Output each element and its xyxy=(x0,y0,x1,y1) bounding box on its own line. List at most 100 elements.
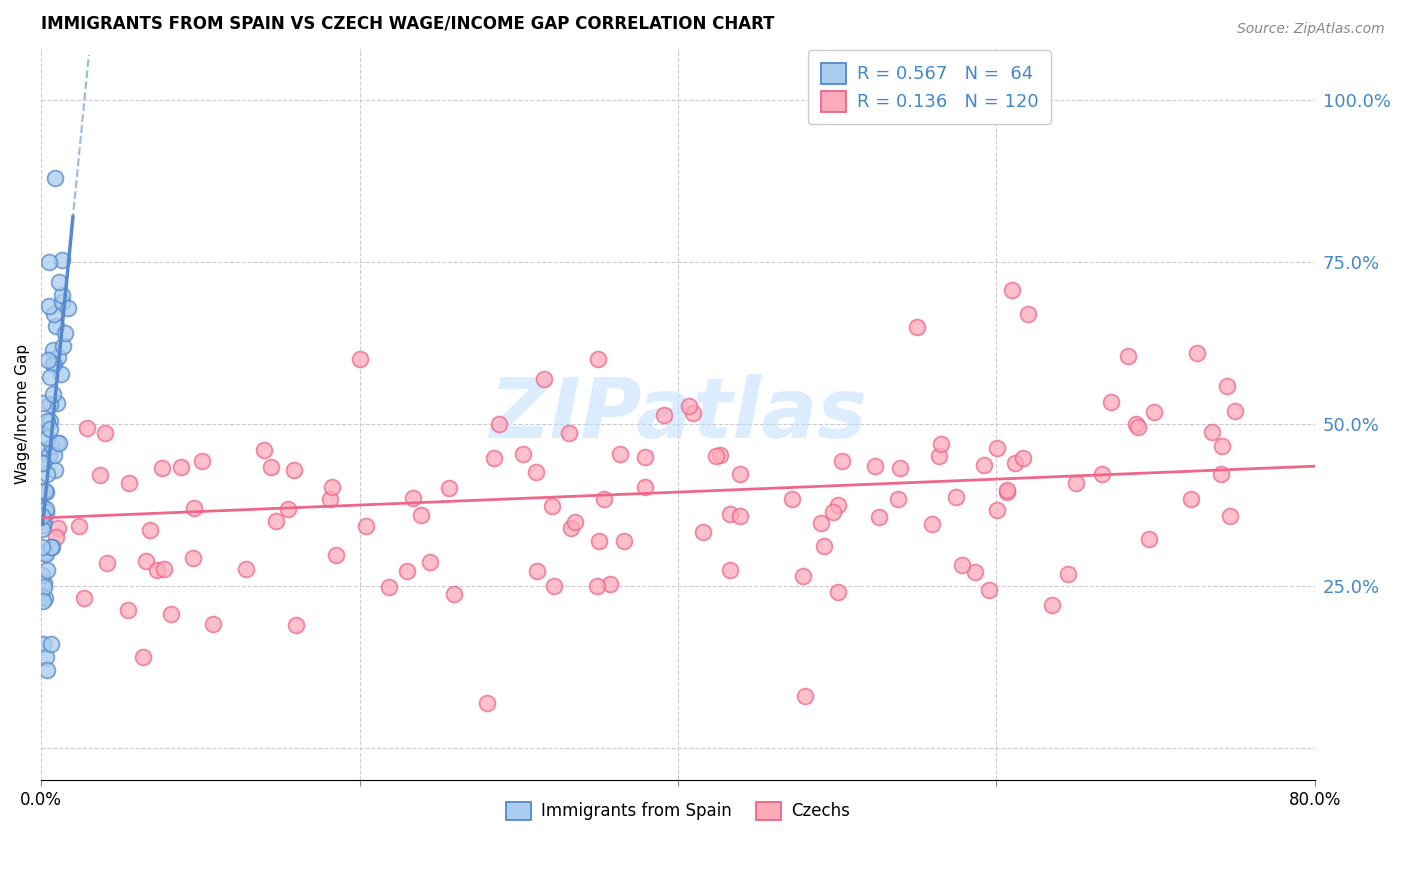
Point xyxy=(235,562,257,576)
Point xyxy=(260,459,283,474)
Point xyxy=(401,491,423,505)
Point xyxy=(39,397,62,411)
Point xyxy=(39,541,62,555)
Point xyxy=(810,516,832,530)
Point xyxy=(118,475,141,490)
Point xyxy=(253,443,276,458)
Point xyxy=(945,490,967,504)
Point xyxy=(264,514,287,528)
Point xyxy=(35,547,58,561)
Point xyxy=(53,326,76,341)
Point xyxy=(1219,509,1241,524)
Point xyxy=(354,519,377,533)
Point xyxy=(588,352,610,367)
Point xyxy=(634,450,657,464)
Point xyxy=(929,437,952,451)
Point xyxy=(32,500,55,515)
Point xyxy=(349,352,371,367)
Point xyxy=(321,480,343,494)
Point xyxy=(42,357,65,371)
Point xyxy=(37,431,59,445)
Point xyxy=(35,650,58,665)
Point xyxy=(170,459,193,474)
Point xyxy=(560,521,582,535)
Point xyxy=(678,399,700,413)
Point xyxy=(396,565,419,579)
Point xyxy=(45,319,67,334)
Point xyxy=(117,602,139,616)
Point xyxy=(1125,417,1147,431)
Point xyxy=(1091,467,1114,481)
Point xyxy=(31,509,53,524)
Point xyxy=(190,453,212,467)
Point xyxy=(1216,379,1239,393)
Point xyxy=(599,576,621,591)
Point xyxy=(34,546,56,560)
Point xyxy=(46,521,69,535)
Point xyxy=(41,540,63,554)
Point xyxy=(543,579,565,593)
Point xyxy=(159,607,181,622)
Point xyxy=(1185,346,1208,360)
Point xyxy=(437,482,460,496)
Point xyxy=(1137,533,1160,547)
Point xyxy=(613,533,636,548)
Point xyxy=(39,637,62,651)
Point xyxy=(153,562,176,576)
Point xyxy=(1040,598,1063,612)
Point xyxy=(813,539,835,553)
Point xyxy=(378,580,401,594)
Point xyxy=(1211,439,1233,453)
Point xyxy=(728,467,751,481)
Point xyxy=(42,343,65,357)
Point xyxy=(37,352,59,367)
Point xyxy=(51,294,73,309)
Point xyxy=(73,591,96,605)
Point xyxy=(35,502,58,516)
Point xyxy=(443,587,465,601)
Point xyxy=(39,369,62,384)
Point xyxy=(1017,307,1039,321)
Point xyxy=(35,414,58,428)
Point xyxy=(52,339,75,353)
Point xyxy=(35,505,58,519)
Point xyxy=(965,566,987,580)
Point xyxy=(31,589,53,603)
Point xyxy=(318,492,340,507)
Point xyxy=(32,580,55,594)
Point xyxy=(588,534,610,549)
Point xyxy=(146,563,169,577)
Point xyxy=(718,507,741,521)
Point xyxy=(38,255,60,269)
Point xyxy=(986,503,1008,517)
Point xyxy=(512,446,534,460)
Point xyxy=(51,252,73,267)
Point xyxy=(132,649,155,664)
Point xyxy=(76,421,98,435)
Point xyxy=(995,483,1018,497)
Point xyxy=(32,456,55,470)
Point xyxy=(183,500,205,515)
Point xyxy=(973,458,995,472)
Point xyxy=(1057,567,1080,582)
Point xyxy=(905,320,928,334)
Point xyxy=(652,408,675,422)
Point xyxy=(31,395,53,409)
Point xyxy=(482,451,505,466)
Point xyxy=(32,576,55,591)
Point xyxy=(41,357,63,371)
Point xyxy=(89,467,111,482)
Point xyxy=(1012,450,1035,465)
Point xyxy=(285,617,308,632)
Point xyxy=(38,422,60,436)
Point xyxy=(692,525,714,540)
Point xyxy=(609,447,631,461)
Point xyxy=(1223,404,1246,418)
Point xyxy=(718,563,741,577)
Point xyxy=(1128,420,1150,434)
Point xyxy=(277,502,299,516)
Point xyxy=(488,417,510,431)
Point xyxy=(42,386,65,401)
Point xyxy=(526,564,548,578)
Point xyxy=(586,579,609,593)
